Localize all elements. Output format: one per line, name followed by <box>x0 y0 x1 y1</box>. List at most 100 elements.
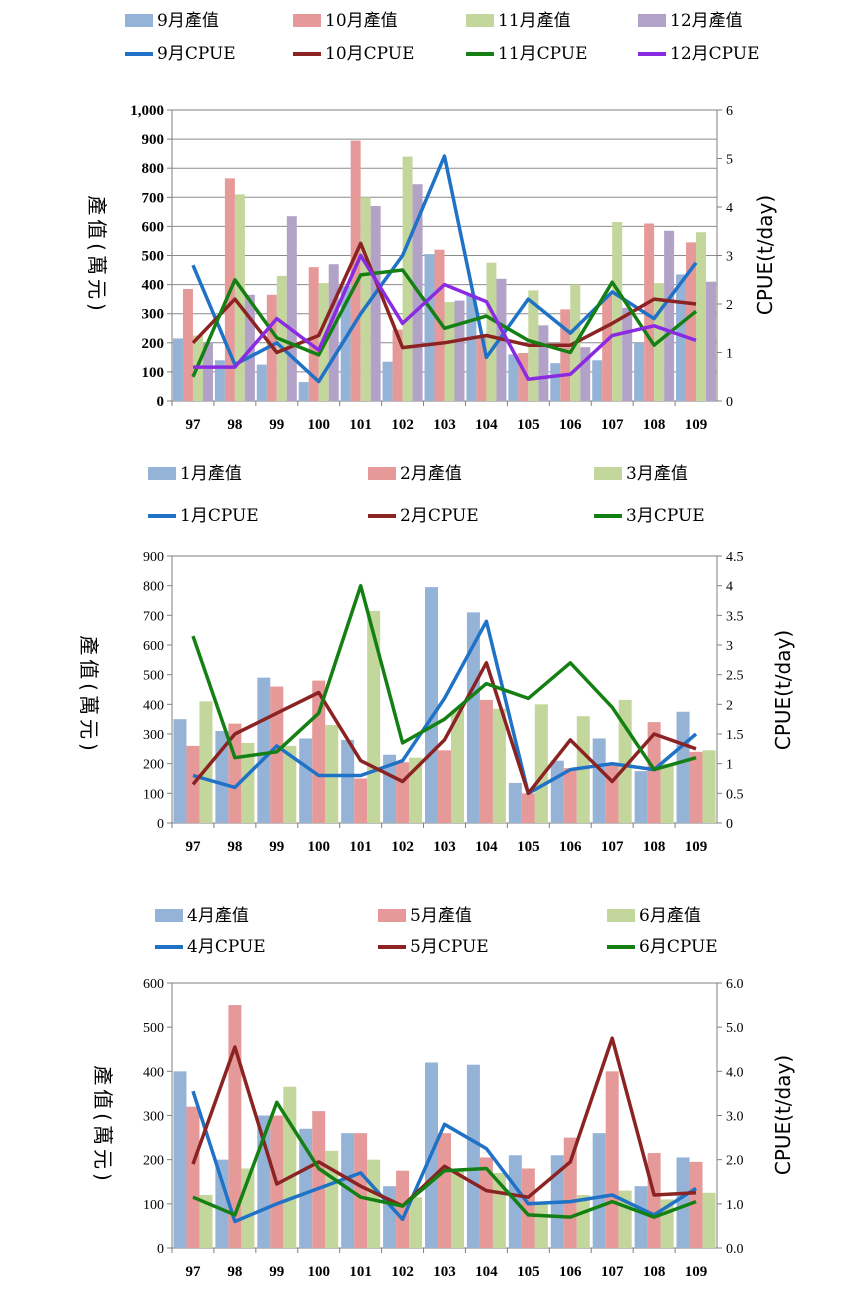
y-tick-label: 200 <box>142 336 165 352</box>
x-tick-label: 99 <box>269 1264 284 1280</box>
y-tick-label: 100 <box>142 365 165 381</box>
bar <box>202 342 213 401</box>
bar <box>592 360 603 401</box>
bar <box>199 1195 213 1248</box>
legend-label: 4月CPUE <box>187 937 266 957</box>
x-tick-label: 108 <box>643 839 666 855</box>
bar <box>438 1133 451 1248</box>
y2-tick-label: 4.0 <box>726 1065 744 1080</box>
x-tick-label: 109 <box>685 1264 708 1280</box>
bar <box>702 1192 716 1248</box>
bar <box>689 1161 703 1248</box>
legend-label: 3月CPUE <box>626 506 705 526</box>
y2-tick-label: 6 <box>726 104 733 119</box>
x-tick-label: 98 <box>227 417 242 433</box>
cpue-line <box>191 661 697 796</box>
bar <box>286 216 297 401</box>
legend-label: 6月CPUE <box>639 937 718 957</box>
bar <box>706 281 717 401</box>
bar <box>660 763 674 823</box>
y-tick-label: 700 <box>143 609 164 624</box>
y2-tick-label: 1.5 <box>726 728 744 743</box>
bar <box>686 242 697 401</box>
x-tick-label: 102 <box>391 1264 414 1280</box>
bar <box>634 771 648 823</box>
bar <box>383 1186 397 1248</box>
x-tick-label: 98 <box>227 839 242 855</box>
legend-label: 3月產值 <box>626 464 688 484</box>
bar <box>576 716 590 823</box>
bar <box>466 612 480 823</box>
legend-label: 5月產值 <box>410 906 472 926</box>
bar <box>308 267 319 401</box>
x-tick-label: 100 <box>307 839 330 855</box>
legend-label: 1月產值 <box>180 464 242 484</box>
x-tick-label: 101 <box>349 839 372 855</box>
bar <box>605 763 619 823</box>
x-tick-label: 102 <box>391 839 414 855</box>
y2-tick-label: 6.0 <box>726 977 744 992</box>
legend-swatch <box>293 14 321 27</box>
cpue-line <box>192 619 698 796</box>
legend-swatch <box>155 909 183 922</box>
y-tick-label: 600 <box>143 977 164 992</box>
bar <box>518 352 529 401</box>
x-tick-label: 106 <box>559 417 582 433</box>
x-tick-label: 105 <box>517 1264 540 1280</box>
x-tick-label: 101 <box>349 1264 372 1280</box>
legend-swatch <box>148 467 176 480</box>
x-tick-label: 103 <box>433 839 456 855</box>
y-tick-label: 800 <box>143 580 164 595</box>
y-tick-label: 400 <box>143 698 164 713</box>
legend-label: 12月產值 <box>670 11 743 31</box>
y-tick-label: 0 <box>157 1242 164 1257</box>
y-tick-label: 600 <box>142 219 165 235</box>
bar <box>634 1186 648 1248</box>
legend-swatch <box>638 14 666 27</box>
cpue-line <box>191 583 697 772</box>
bar <box>434 249 445 401</box>
y2-tick-label: 0.5 <box>726 787 744 802</box>
y-tick-label: 0 <box>157 394 165 410</box>
bar <box>354 778 368 823</box>
bar <box>676 711 690 823</box>
bar <box>270 686 284 823</box>
bar <box>508 782 522 823</box>
y2-axis-title: CPUE(t/day) <box>753 195 777 315</box>
bar <box>634 342 645 401</box>
bar <box>424 254 435 401</box>
y-axis-title: 產值(萬元) <box>85 195 109 315</box>
bar <box>647 1153 661 1248</box>
x-tick-label: 104 <box>475 1264 498 1280</box>
bar <box>215 1159 229 1248</box>
bar <box>173 719 187 823</box>
y2-tick-label: 1.0 <box>726 1198 744 1213</box>
bar <box>341 739 355 823</box>
x-tick-label: 105 <box>517 839 540 855</box>
bar <box>299 1128 313 1248</box>
bar <box>283 1086 297 1248</box>
y-tick-label: 500 <box>143 1021 164 1036</box>
bar <box>438 750 451 823</box>
y-tick-label: 300 <box>143 1110 164 1125</box>
y-tick-label: 900 <box>142 132 165 148</box>
legend-label: 1月CPUE <box>180 506 259 526</box>
bar <box>396 762 410 823</box>
y-tick-label: 500 <box>143 669 164 684</box>
bar <box>689 751 703 823</box>
bar <box>605 1071 619 1248</box>
bar <box>486 262 497 401</box>
bar <box>234 194 245 401</box>
x-tick-label: 97 <box>185 1264 201 1280</box>
cpue-line <box>191 1036 697 1208</box>
bar <box>186 1106 200 1248</box>
x-tick-label: 103 <box>433 1264 456 1280</box>
bar <box>186 745 200 823</box>
y2-tick-label: 2 <box>726 698 733 713</box>
x-tick-label: 106 <box>559 1264 582 1280</box>
y-tick-label: 700 <box>142 190 165 206</box>
y2-tick-label: 3 <box>726 639 733 654</box>
x-tick-label: 97 <box>185 417 201 433</box>
bar <box>592 1133 606 1248</box>
